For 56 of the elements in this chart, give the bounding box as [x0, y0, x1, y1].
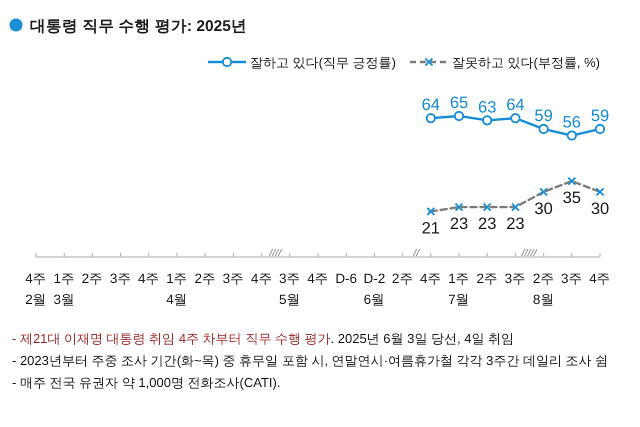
x-tick-label: 4주: [589, 271, 611, 286]
x-tick-label: 3주 5월: [279, 271, 301, 307]
x-tick-label: 3주: [504, 271, 526, 286]
x-tick-label: 2주: [392, 271, 414, 286]
data-label: 64: [506, 96, 525, 114]
point: [510, 113, 520, 124]
x-tick-label: D-2 6월: [364, 271, 386, 307]
data-label: 56: [562, 114, 581, 132]
point: [511, 202, 520, 212]
data-label: 30: [534, 200, 553, 218]
x-tick-label: 1주 7월: [448, 271, 470, 307]
data-label: 21: [422, 219, 440, 238]
text: . 2025년 6월 3일 당선, 4일 취임: [330, 331, 514, 346]
x-tick-label: 2주: [194, 271, 216, 286]
x-tick-label: 4주 2월: [25, 271, 47, 307]
point: [538, 124, 549, 134]
x-tick-label: 2주 8월: [532, 271, 554, 307]
x-tick-label: 2주: [82, 271, 104, 286]
point: [426, 207, 436, 216]
x-tick-label: 3주: [222, 271, 244, 286]
x-tick-label: 4주: [307, 271, 329, 286]
data-label: 35: [562, 189, 581, 208]
data-label: 23: [506, 215, 525, 234]
text: - 매주 전국 유권자 약 1,000명 전화조사(CATI).: [12, 375, 280, 390]
point: [539, 188, 548, 196]
data-label: 65: [450, 94, 468, 112]
x-tick-label: 3주: [561, 271, 583, 286]
data-label: 59: [590, 107, 610, 126]
x-tick-label: 3주: [110, 271, 132, 286]
point: [482, 202, 492, 212]
x-tick-label: 1주 4월: [166, 271, 188, 307]
x-tick-label: 2주: [476, 271, 498, 286]
text: - 제21대 이재명 대통령 취임 4주 차부터 직무 수행 평가: [12, 331, 331, 346]
chart-title: 대통령 직무 수행 평가: 2025년: [30, 18, 247, 35]
point: [566, 130, 577, 141]
legend-label: 잘못하고 있다(부정률, %): [452, 55, 600, 70]
x-tick-label: 4주: [138, 271, 160, 286]
data-label: 23: [478, 215, 496, 234]
point: [454, 110, 464, 122]
x-tick-label: 4주: [420, 271, 442, 286]
legend-label: 잘하고 있다(직무 긍정률): [250, 55, 396, 70]
point: [482, 115, 492, 126]
text: - 2023년부터 주중 조사 기간(화~목) 중 휴무일 포함 시, 연말연시·여름휴가철 각각 3주간 데일리 조사 쉼: [12, 353, 608, 368]
point: [426, 113, 436, 124]
x-tick-label: D-6: [335, 271, 358, 286]
x-tick-label: 1주 3월: [53, 271, 75, 307]
point: [594, 124, 606, 134]
x-tick-label: 4주: [250, 271, 272, 286]
data-label: 63: [478, 98, 496, 116]
point: [454, 202, 464, 212]
point: [567, 176, 576, 186]
data-label: 23: [450, 215, 468, 234]
data-label: 64: [422, 96, 440, 114]
point: [596, 188, 604, 196]
data-label: 30: [590, 200, 610, 218]
data-label: 59: [534, 107, 553, 126]
